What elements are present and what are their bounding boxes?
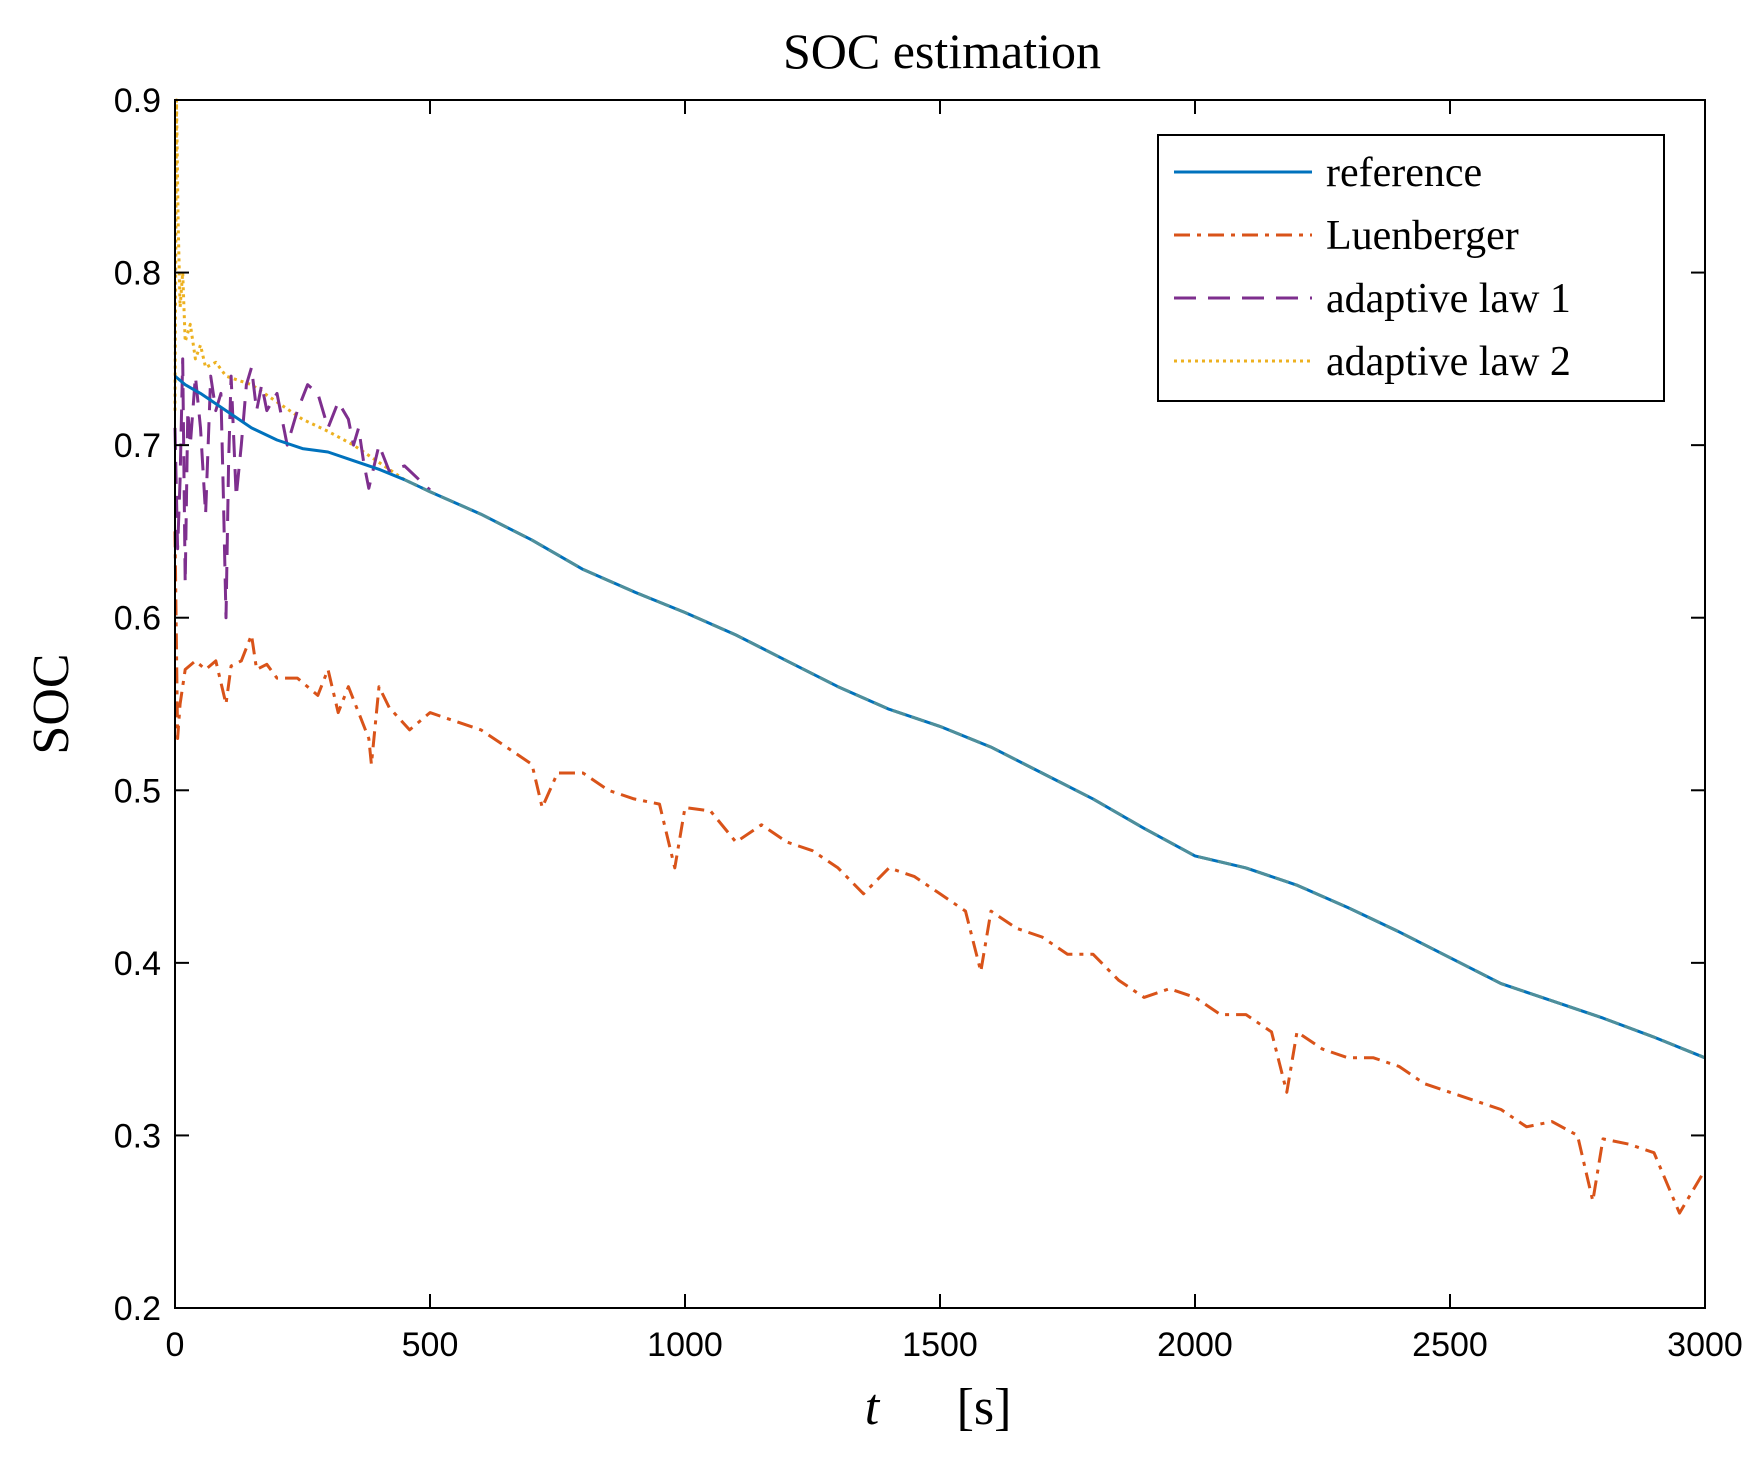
y-tick-label: 0.3 bbox=[114, 1117, 161, 1155]
series-line-luenberger bbox=[173, 531, 1707, 1215]
y-tick-label: 0.6 bbox=[114, 600, 161, 638]
x-tick-label: 1000 bbox=[647, 1326, 723, 1364]
legend: reference Luenberger adaptive law 1 adaptiv… bbox=[1157, 134, 1665, 402]
legend-label: adaptive law 2 bbox=[1326, 339, 1571, 385]
x-tick-label: 0 bbox=[166, 1326, 185, 1364]
y-axis-label: SOC bbox=[23, 653, 80, 754]
series-line-adaptive-law-1 bbox=[173, 357, 432, 620]
legend-label: adaptive law 1 bbox=[1326, 276, 1571, 322]
y-tick-label: 0.9 bbox=[114, 82, 161, 120]
y-tick-label: 0.4 bbox=[114, 945, 161, 983]
x-axis-label-variable: t bbox=[865, 1379, 881, 1436]
series-layer bbox=[173, 98, 1707, 1215]
y-tick-label: 0.8 bbox=[114, 255, 161, 293]
y-tick-label: 0.2 bbox=[114, 1290, 161, 1328]
x-axis-label-unit: [s] bbox=[957, 1379, 1012, 1436]
legend-label: Luenberger bbox=[1326, 213, 1519, 259]
x-tick-label: 2000 bbox=[1157, 1326, 1233, 1364]
x-axis-ticks: 0 500 1000 1500 2000 2500 3000 bbox=[166, 100, 1743, 1364]
y-tick-label: 0.7 bbox=[114, 427, 161, 465]
converged-estimates-line bbox=[403, 478, 1706, 1060]
legend-box bbox=[1157, 134, 1665, 402]
x-tick-label: 2500 bbox=[1412, 1326, 1488, 1364]
x-tick-label: 1500 bbox=[902, 1326, 978, 1364]
x-tick-label: 500 bbox=[402, 1326, 459, 1364]
y-tick-label: 0.5 bbox=[114, 772, 161, 810]
x-tick-label: 3000 bbox=[1667, 1326, 1743, 1364]
series-line-adaptive-law-2 bbox=[173, 98, 431, 494]
legend-label: reference bbox=[1326, 150, 1482, 196]
chart-title: SOC estimation bbox=[783, 23, 1101, 79]
y-axis-ticks: 0.2 0.3 0.4 0.5 0.6 0.7 0.8 0.9 bbox=[114, 82, 1705, 1328]
